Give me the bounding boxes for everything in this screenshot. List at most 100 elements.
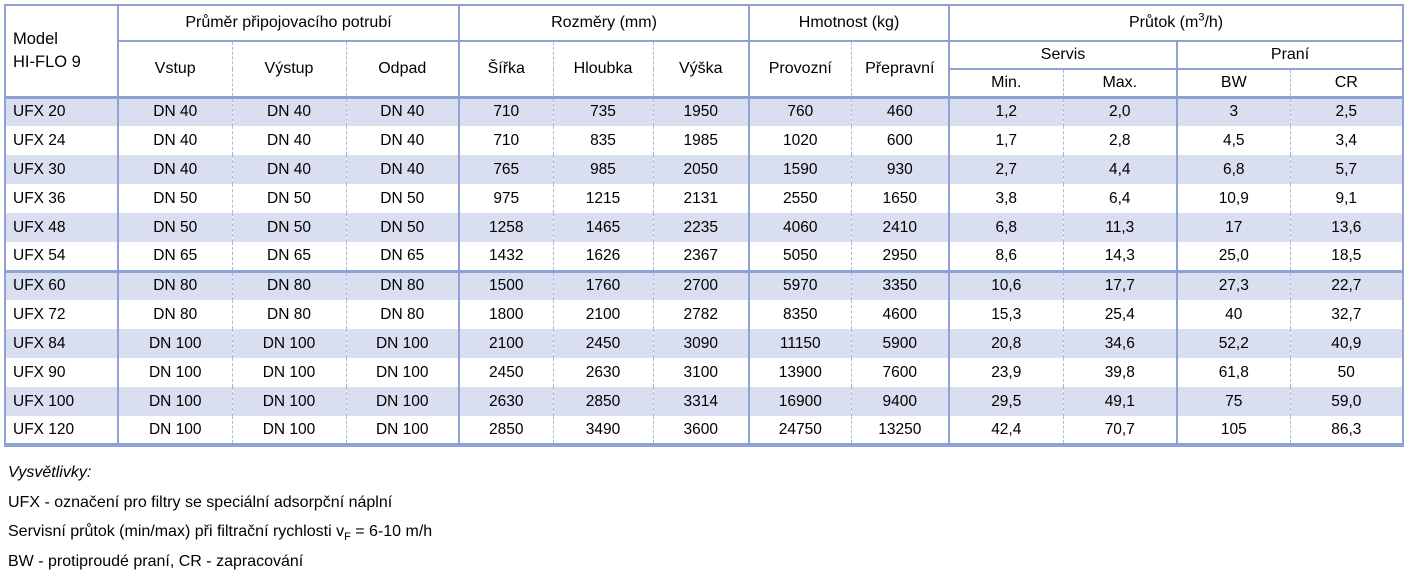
footnote-bw-cr: BW - protiproudé praní, CR - zapracování	[8, 547, 1404, 576]
model-label-line1: Model	[13, 30, 58, 48]
header-subgroup-row: Vstup Výstup Odpad Šířka Hloubka Výška P…	[5, 41, 1403, 69]
value-cell: 985	[553, 155, 653, 184]
value-cell: 2100	[459, 329, 553, 358]
value-cell: DN 80	[346, 271, 459, 300]
model-cell: UFX 48	[5, 213, 118, 242]
value-cell: 2,0	[1063, 97, 1177, 126]
value-cell: 930	[851, 155, 949, 184]
value-cell: DN 100	[346, 387, 459, 416]
value-cell: 34,6	[1063, 329, 1177, 358]
value-cell: DN 40	[118, 97, 232, 126]
model-cell: UFX 54	[5, 242, 118, 271]
col-header-prepravni: Přepravní	[851, 41, 949, 97]
value-cell: DN 100	[232, 387, 346, 416]
value-cell: 2,7	[949, 155, 1063, 184]
col-header-cr: CR	[1290, 69, 1403, 97]
header-group-row: Model HI-FLO 9 Průměr připojovacího potr…	[5, 5, 1403, 41]
value-cell: 1465	[553, 213, 653, 242]
value-cell: DN 80	[118, 300, 232, 329]
value-cell: 2367	[653, 242, 749, 271]
value-cell: 9,1	[1290, 184, 1403, 213]
value-cell: DN 65	[232, 242, 346, 271]
value-cell: 3490	[553, 416, 653, 445]
value-cell: 2100	[553, 300, 653, 329]
value-cell: 5900	[851, 329, 949, 358]
value-cell: 59,0	[1290, 387, 1403, 416]
value-cell: 710	[459, 97, 553, 126]
value-cell: 765	[459, 155, 553, 184]
col-header-odpad: Odpad	[346, 41, 459, 97]
value-cell: DN 100	[346, 416, 459, 445]
value-cell: 8350	[749, 300, 851, 329]
footnote-service-flow-suffix: = 6-10 m/h	[351, 523, 432, 540]
value-cell: 1020	[749, 126, 851, 155]
value-cell: 70,7	[1063, 416, 1177, 445]
value-cell: 3100	[653, 358, 749, 387]
col-header-provozni: Provozní	[749, 41, 851, 97]
value-cell: 7600	[851, 358, 949, 387]
value-cell: 13900	[749, 358, 851, 387]
model-cell: UFX 60	[5, 271, 118, 300]
value-cell: 600	[851, 126, 949, 155]
value-cell: 975	[459, 184, 553, 213]
group-header-dimensions: Rozměry (mm)	[459, 5, 749, 41]
value-cell: 4600	[851, 300, 949, 329]
group-header-weight: Hmotnost (kg)	[749, 5, 949, 41]
value-cell: 10,9	[1177, 184, 1290, 213]
value-cell: 1432	[459, 242, 553, 271]
value-cell: 27,3	[1177, 271, 1290, 300]
value-cell: 50	[1290, 358, 1403, 387]
value-cell: 24750	[749, 416, 851, 445]
value-cell: 25,0	[1177, 242, 1290, 271]
value-cell: 1800	[459, 300, 553, 329]
value-cell: 710	[459, 126, 553, 155]
footnotes: Vysvětlivky: UFX - označení pro filtry s…	[8, 458, 1404, 576]
value-cell: DN 100	[118, 329, 232, 358]
value-cell: 23,9	[949, 358, 1063, 387]
value-cell: 8,6	[949, 242, 1063, 271]
value-cell: DN 50	[232, 213, 346, 242]
value-cell: 6,8	[949, 213, 1063, 242]
value-cell: 1626	[553, 242, 653, 271]
value-cell: 3350	[851, 271, 949, 300]
value-cell: 52,2	[1177, 329, 1290, 358]
value-cell: 86,3	[1290, 416, 1403, 445]
value-cell: 1760	[553, 271, 653, 300]
value-cell: 760	[749, 97, 851, 126]
value-cell: 29,5	[949, 387, 1063, 416]
value-cell: 3,8	[949, 184, 1063, 213]
value-cell: DN 100	[346, 329, 459, 358]
value-cell: 75	[1177, 387, 1290, 416]
value-cell: 2850	[553, 387, 653, 416]
value-cell: 25,4	[1063, 300, 1177, 329]
value-cell: DN 40	[346, 126, 459, 155]
value-cell: 105	[1177, 416, 1290, 445]
value-cell: 49,1	[1063, 387, 1177, 416]
value-cell: DN 50	[346, 184, 459, 213]
value-cell: 2450	[459, 358, 553, 387]
value-cell: 2050	[653, 155, 749, 184]
value-cell: 20,8	[949, 329, 1063, 358]
value-cell: DN 100	[232, 358, 346, 387]
value-cell: 1500	[459, 271, 553, 300]
footnote-heading: Vysvětlivky:	[8, 458, 1404, 488]
model-cell: UFX 84	[5, 329, 118, 358]
value-cell: DN 80	[118, 271, 232, 300]
value-cell: 3600	[653, 416, 749, 445]
value-cell: DN 100	[118, 358, 232, 387]
value-cell: DN 65	[346, 242, 459, 271]
subgroup-header-servis: Servis	[949, 41, 1177, 69]
value-cell: 2,8	[1063, 126, 1177, 155]
value-cell: 13,6	[1290, 213, 1403, 242]
value-cell: DN 100	[232, 329, 346, 358]
footnote-ufx: UFX - označení pro filtry se speciální a…	[8, 488, 1404, 518]
